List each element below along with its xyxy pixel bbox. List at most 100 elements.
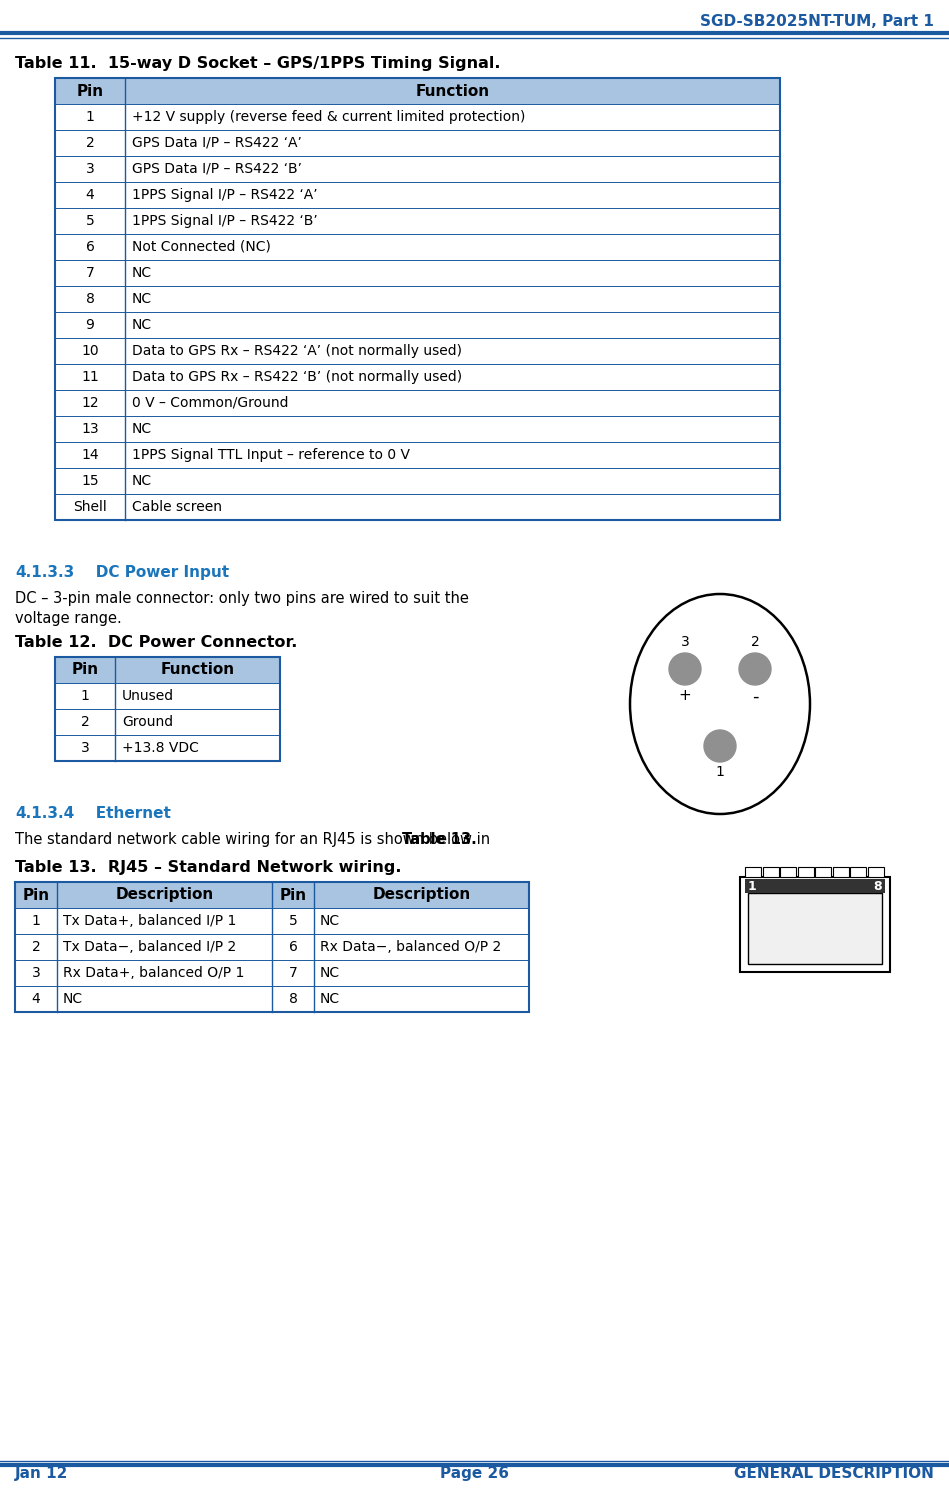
Bar [815,867,831,876]
Text: 11: 11 [81,370,99,384]
Text: +13.8 VDC: +13.8 VDC [122,740,199,756]
Text: 3: 3 [85,162,94,175]
Bar [55,709,280,734]
Bar [15,934,529,959]
Bar [55,104,780,130]
Text: 8: 8 [874,879,883,893]
Text: Tx Data+, balanced I/P 1: Tx Data+, balanced I/P 1 [63,914,236,928]
Text: 4.1.3.4: 4.1.3.4 [15,805,74,820]
Bar [55,468,780,494]
Text: Cable screen: Cable screen [132,500,222,514]
Text: 1PPS Signal I/P – RS422 ‘A’: 1PPS Signal I/P – RS422 ‘A’ [132,187,318,202]
Text: Tx Data−, balanced I/P 2: Tx Data−, balanced I/P 2 [63,940,236,953]
Text: +: + [679,688,692,703]
Text: Table 13.  RJ45 – Standard Network wiring.: Table 13. RJ45 – Standard Network wiring… [15,860,401,875]
Text: Jan 12: Jan 12 [15,1466,68,1481]
Text: 3: 3 [81,740,89,756]
Bar [55,683,280,709]
Text: Table 11.  15-way D Socket – GPS/1PPS Timing Signal.: Table 11. 15-way D Socket – GPS/1PPS Tim… [15,56,500,71]
Bar [15,882,529,908]
Ellipse shape [630,594,810,814]
Text: 6: 6 [288,940,297,953]
Text: 15: 15 [82,474,99,488]
Text: SGD-SB2025NT-TUM, Part 1: SGD-SB2025NT-TUM, Part 1 [700,14,934,29]
Text: 2: 2 [751,635,759,650]
Text: Unused: Unused [122,689,174,703]
Text: Pin: Pin [77,83,103,98]
Bar [15,908,529,934]
Text: NC: NC [320,966,340,981]
Text: 3: 3 [680,635,689,650]
Text: 2: 2 [81,715,89,728]
Text: 4.1.3.3: 4.1.3.3 [15,565,74,580]
Text: -: - [752,688,758,706]
Text: 1: 1 [716,765,724,780]
Text: The standard network cable wiring for an RJ45 is shown below in: The standard network cable wiring for an… [15,833,494,848]
Text: 1: 1 [81,689,89,703]
Text: 3: 3 [31,966,41,981]
Text: 4: 4 [31,993,41,1006]
Bar [55,734,280,762]
Text: 5: 5 [85,215,94,228]
Text: 7: 7 [288,966,297,981]
Bar [55,338,780,364]
Bar [740,876,890,972]
Bar [55,311,780,338]
Bar [55,364,780,390]
Text: +12 V supply (reverse feed & current limited protection): +12 V supply (reverse feed & current lim… [132,110,526,124]
Bar [833,867,849,876]
Text: Table 12.  DC Power Connector.: Table 12. DC Power Connector. [15,635,297,650]
Bar [55,286,780,311]
Text: Description: Description [372,887,471,902]
Text: NC: NC [320,993,340,1006]
Text: 1PPS Signal TTL Input – reference to 0 V: 1PPS Signal TTL Input – reference to 0 V [132,447,410,462]
Text: Pin: Pin [71,662,99,677]
Text: 2: 2 [31,940,41,953]
Text: 7: 7 [85,266,94,280]
Text: 8: 8 [288,993,297,1006]
Text: NC: NC [132,422,152,437]
Text: NC: NC [132,266,152,280]
Text: NC: NC [320,914,340,928]
Text: 6: 6 [85,240,95,254]
Bar [55,657,280,683]
Bar [746,867,761,876]
Bar [15,987,529,1012]
Bar [763,867,779,876]
Bar [15,959,529,987]
Bar [55,494,780,520]
Text: Shell: Shell [73,500,107,514]
Bar [55,416,780,443]
Text: Page 26: Page 26 [440,1466,509,1481]
Text: 5: 5 [288,914,297,928]
Text: Not Connected (NC): Not Connected (NC) [132,240,270,254]
Circle shape [739,653,771,684]
Text: NC: NC [132,317,152,332]
Text: GPS Data I/P – RS422 ‘A’: GPS Data I/P – RS422 ‘A’ [132,136,302,150]
Bar [55,443,780,468]
Bar [15,882,529,1012]
Text: DC Power Input: DC Power Input [80,565,229,580]
Text: 10: 10 [82,345,99,358]
Text: Rx Data+, balanced O/P 1: Rx Data+, balanced O/P 1 [63,966,245,981]
Text: voltage range.: voltage range. [15,610,121,626]
Bar [798,867,814,876]
Text: Rx Data−, balanced O/P 2: Rx Data−, balanced O/P 2 [320,940,501,953]
Text: 2: 2 [85,136,94,150]
Text: 9: 9 [85,317,95,332]
Text: Pin: Pin [279,887,307,902]
Text: NC: NC [132,292,152,307]
Bar [55,260,780,286]
Text: 1: 1 [748,879,756,893]
Text: 8: 8 [85,292,95,307]
Text: 13: 13 [82,422,99,437]
Text: Table 13.: Table 13. [402,833,477,848]
Text: NC: NC [132,474,152,488]
Bar [745,879,885,893]
Bar [55,130,780,156]
Text: 4: 4 [85,187,94,202]
Text: GPS Data I/P – RS422 ‘B’: GPS Data I/P – RS422 ‘B’ [132,162,302,175]
Bar [55,181,780,209]
Text: GENERAL DESCRIPTION: GENERAL DESCRIPTION [735,1466,934,1481]
Bar [55,79,780,104]
